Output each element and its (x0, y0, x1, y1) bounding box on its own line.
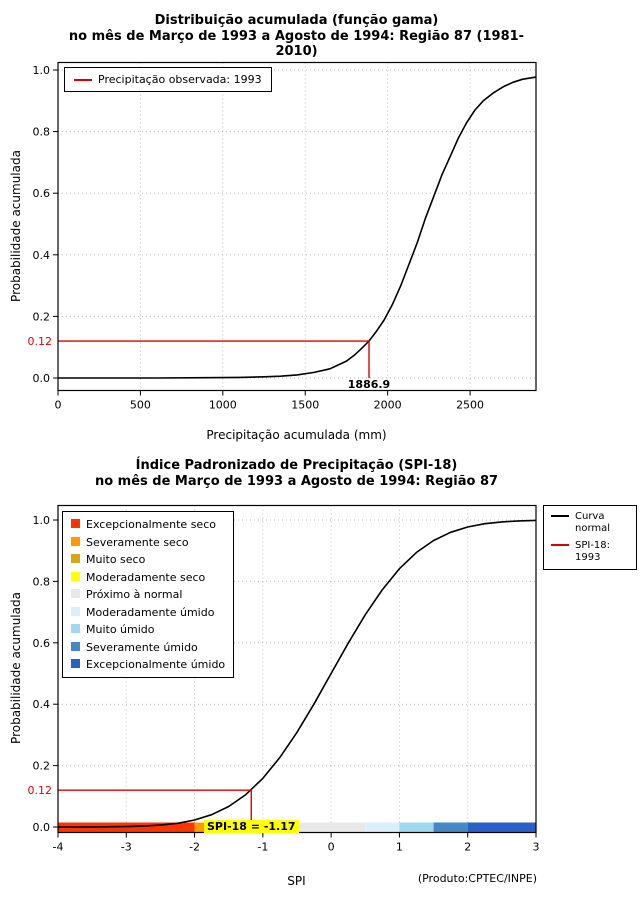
legend-item: Moderadamente úmido (71, 606, 225, 619)
chart1-x-axis-title: Precipitação acumulada (mm) (206, 428, 387, 442)
legend-line-sample (551, 544, 569, 546)
chart1-subtitle: no mês de Março de 1993 a Agosto de 1994… (68, 29, 525, 59)
legend-item: SPI-18: 1993 (551, 540, 629, 564)
cdf-curve (58, 76, 537, 379)
y-tick-label: 0.4 (33, 698, 51, 711)
legend-label: Muito úmido (86, 623, 155, 636)
y-tick-label: 0.6 (33, 637, 51, 650)
legend-label: Severamente seco (86, 535, 189, 549)
chart2-x-axis-title: SPI (287, 874, 306, 888)
legend-label: Moderadamente úmido (86, 605, 215, 619)
y-tick-label: 0.2 (33, 760, 51, 773)
chart2-subtitle: no mês de Março de 1993 a Agosto de 1994… (94, 474, 499, 489)
x-tick-label: -2 (189, 841, 200, 854)
legend-label: Precipitação observada: 1993 (98, 73, 262, 86)
x-tick-label: -3 (121, 841, 132, 854)
x-tick-label: -1 (257, 841, 268, 854)
spi-category-band (297, 822, 366, 832)
chart1-legend: Precipitação observada: 1993 (64, 67, 272, 92)
legend-color-swatch (71, 659, 80, 668)
x-tick-label: 2 (464, 841, 471, 854)
legend-color-swatch (71, 624, 80, 633)
chart2-curve-legend: Curva normal SPI-18: 1993 (543, 505, 637, 570)
highlight-reference-lines (58, 340, 370, 378)
legend-label: Severamente úmido (86, 640, 198, 654)
plot-box (57, 61, 537, 392)
legend-color-swatch (71, 606, 80, 616)
legend-color-swatch (71, 519, 80, 528)
cdf-curve (57, 519, 537, 828)
y-tick-label: 0.8 (33, 575, 51, 588)
chart1-title: Distribuição acumulada (função gama) (154, 13, 439, 28)
gamma-cdf-plot: 0 500 1000 1500 2000 2500 0.0 0.2 0.4 0.6 0.8 1.0 (33, 61, 537, 412)
x-tick-label: 1000 (209, 399, 237, 412)
gamma-cdf-chart: 0 500 1000 1500 2000 2500 0.0 0.2 0.4 0.6 0.8 1.0 D… (9, 13, 537, 442)
legend-item: Precipitação observada: 1993 (74, 73, 262, 86)
legend-color-swatch (71, 589, 80, 598)
x-tick-label: -4 (53, 841, 64, 854)
chart2-title: Índice Padronizado de Precipitação (SPI-… (135, 458, 458, 473)
chart1-highlight-probability-label: 0.12 (27, 335, 53, 348)
legend-item: Muito úmido (71, 623, 225, 636)
y-tick-label: 0.4 (33, 249, 51, 262)
x-tick-label: 2500 (456, 399, 484, 412)
y-tick-label: 1.0 (33, 514, 51, 527)
legend-label: SPI-18: 1993 (575, 540, 611, 563)
legend-item: Severamente seco (71, 536, 225, 549)
legend-item: Curva normal (551, 511, 629, 535)
spi-value-label: SPI-18 = -1.17 (204, 820, 299, 833)
spi-category-legend: Excepcionalmente seco Severamente seco Mui… (62, 511, 235, 678)
x-tick-label: 2000 (374, 399, 402, 412)
y-tick-label: 0.8 (33, 126, 51, 139)
legend-color-swatch (71, 536, 80, 546)
spi-category-band (467, 822, 536, 832)
legend-label: Próximo à normal (86, 588, 183, 601)
legend-color-swatch (71, 571, 80, 581)
legend-label: Muito seco (86, 553, 146, 566)
y-tick-label: 0.6 (33, 187, 51, 200)
y-tick-label: 0.0 (33, 821, 51, 834)
x-tick-label: 0 (328, 841, 335, 854)
chart2-y-axis-title: Probabilidade acumulada (9, 592, 23, 744)
spi-category-band (433, 822, 468, 832)
legend-label: Excepcionalmente seco (86, 518, 216, 531)
x-tick-label: 0 (55, 399, 62, 412)
chart1-highlight-precipitation-label: 1886.9 (347, 378, 391, 391)
legend-item: Excepcionalmente seco (71, 518, 225, 531)
legend-label: Moderadamente seco (86, 570, 206, 584)
y-tick-label: 1.0 (33, 64, 51, 77)
product-credit-note: (Produto:CPTEC/INPE) (417, 872, 537, 885)
legend-line-sample (551, 515, 569, 517)
legend-color-swatch (71, 641, 80, 651)
spi-category-band (365, 822, 400, 832)
legend-color-swatch (71, 554, 80, 563)
x-tick-label: 3 (533, 841, 540, 854)
chart1-y-axis-title: Probabilidade acumulada (9, 150, 23, 302)
legend-label: Curva normal (575, 511, 611, 534)
legend-item: Moderadamente seco (71, 571, 225, 584)
x-tick-label: 1500 (291, 399, 319, 412)
legend-item: Próximo à normal (71, 588, 225, 601)
legend-item: Severamente úmido (71, 641, 225, 654)
x-tick-label: 1 (396, 841, 403, 854)
legend-item: Excepcionalmente úmido (71, 658, 225, 671)
y-tick-label: 0.2 (33, 310, 51, 323)
legend-line-sample (74, 78, 92, 81)
y-tick-label: 0.0 (33, 372, 51, 385)
chart2-highlight-probability-label: 0.12 (27, 784, 53, 797)
x-tick-label: 500 (130, 399, 151, 412)
legend-label: Excepcionalmente úmido (86, 658, 226, 671)
highlight-reference-lines (58, 789, 252, 827)
spi-cdf-chart: -4 -3 -2 -1 0 1 2 3 0.0 0.2 0.4 0.6 0.8 1.0 Índice Pa… (0, 450, 640, 900)
legend-item: Muito seco (71, 553, 225, 566)
spi-category-band (399, 822, 434, 832)
